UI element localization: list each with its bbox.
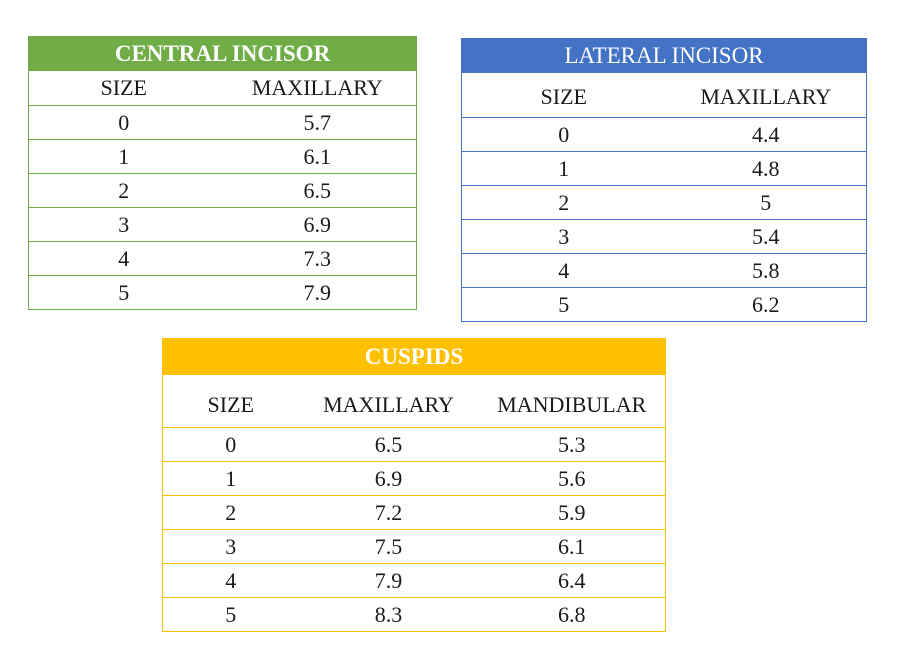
table-row: 3 7.5 6.1 [162,529,666,564]
column-header-mandibular: MANDIBULAR [497,392,647,417]
maxillary-cell: 7.5 [298,529,479,564]
column-header-maxillary: MAXILLARY [323,392,454,417]
mandibular-cell: 5.9 [478,495,666,530]
column-header-maxillary: MAXILLARY [251,75,383,100]
maxillary-cell: 5.7 [218,105,417,140]
column-header-size: SIZE [207,392,254,417]
table-row: 2 7.2 5.9 [162,495,666,530]
maxillary-cell: 6.5 [298,427,479,462]
size-cell: 4 [461,253,666,288]
table-row: 5 7.9 [28,275,417,310]
table-row: 0 6.5 5.3 [162,427,666,462]
maxillary-cell: 6.1 [218,139,417,174]
table-row: 3 6.9 [28,207,417,242]
maxillary-cell: 5 [665,185,867,220]
table-row: 1 6.9 5.6 [162,461,666,496]
size-cell: 1 [28,139,219,174]
table-title: CUSPIDS [162,338,666,375]
table-row: 1 4.8 [461,151,867,186]
size-cell: 3 [461,219,666,254]
maxillary-cell: 6.9 [218,207,417,242]
size-cell: 1 [162,461,299,496]
maxillary-cell: 6.9 [298,461,479,496]
table-row: 3 5.4 [461,219,867,254]
size-cell: 0 [28,105,219,140]
table-row: 5 6.2 [461,287,867,322]
size-cell: 5 [28,275,219,310]
header-row: SIZE MAXILLARY MANDIBULAR [163,375,666,428]
maxillary-cell: 4.4 [665,117,867,152]
maxillary-cell: 4.8 [665,151,867,186]
maxillary-cell: 8.3 [298,597,479,632]
header-row: SIZE MAXILLARY [29,71,417,106]
table-row: 1 6.1 [28,139,417,174]
size-cell: 5 [162,597,299,632]
size-cell: 2 [461,185,666,220]
cuspids-table: CUSPIDS SIZE MAXILLARY MANDIBULAR 0 6.5 5.… [162,338,666,632]
mandibular-cell: 5.6 [478,461,666,496]
mandibular-cell: 5.3 [478,427,666,462]
maxillary-cell: 7.9 [218,275,417,310]
size-cell: 1 [461,151,666,186]
table-title: LATERAL INCISOR [461,38,867,73]
maxillary-cell: 6.2 [665,287,867,322]
column-header-maxillary: MAXILLARY [700,84,832,109]
size-cell: 2 [28,173,219,208]
maxillary-cell: 5.8 [665,253,867,288]
table-row: 0 4.4 [461,117,867,152]
column-header-size: SIZE [540,84,587,109]
central-incisor-table: CENTRAL INCISOR SIZE MAXILLARY 0 5.7 1 6.1… [28,36,418,310]
header-row: SIZE MAXILLARY [462,73,867,118]
table-row: 4 5.8 [461,253,867,288]
table-row: 4 7.9 6.4 [162,563,666,598]
size-cell: 2 [162,495,299,530]
table-row: 2 6.5 [28,173,417,208]
size-cell: 4 [162,563,299,598]
lateral-incisor-table: LATERAL INCISOR SIZE MAXILLARY 0 4.4 1 4.8… [461,38,867,322]
table-row: 5 8.3 6.8 [162,597,666,632]
mandibular-cell: 6.4 [478,563,666,598]
column-header-size: SIZE [100,75,147,100]
table-row: 4 7.3 [28,241,417,276]
maxillary-cell: 5.4 [665,219,867,254]
table-title: CENTRAL INCISOR [28,36,417,71]
maxillary-cell: 7.3 [218,241,417,276]
size-cell: 0 [162,427,299,462]
maxillary-cell: 6.5 [218,173,417,208]
size-cell: 0 [461,117,666,152]
mandibular-cell: 6.1 [478,529,666,564]
size-cell: 5 [461,287,666,322]
table-row: 0 5.7 [28,105,417,140]
mandibular-cell: 6.8 [478,597,666,632]
maxillary-cell: 7.2 [298,495,479,530]
size-cell: 3 [162,529,299,564]
size-cell: 4 [28,241,219,276]
size-cell: 3 [28,207,219,242]
maxillary-cell: 7.9 [298,563,479,598]
